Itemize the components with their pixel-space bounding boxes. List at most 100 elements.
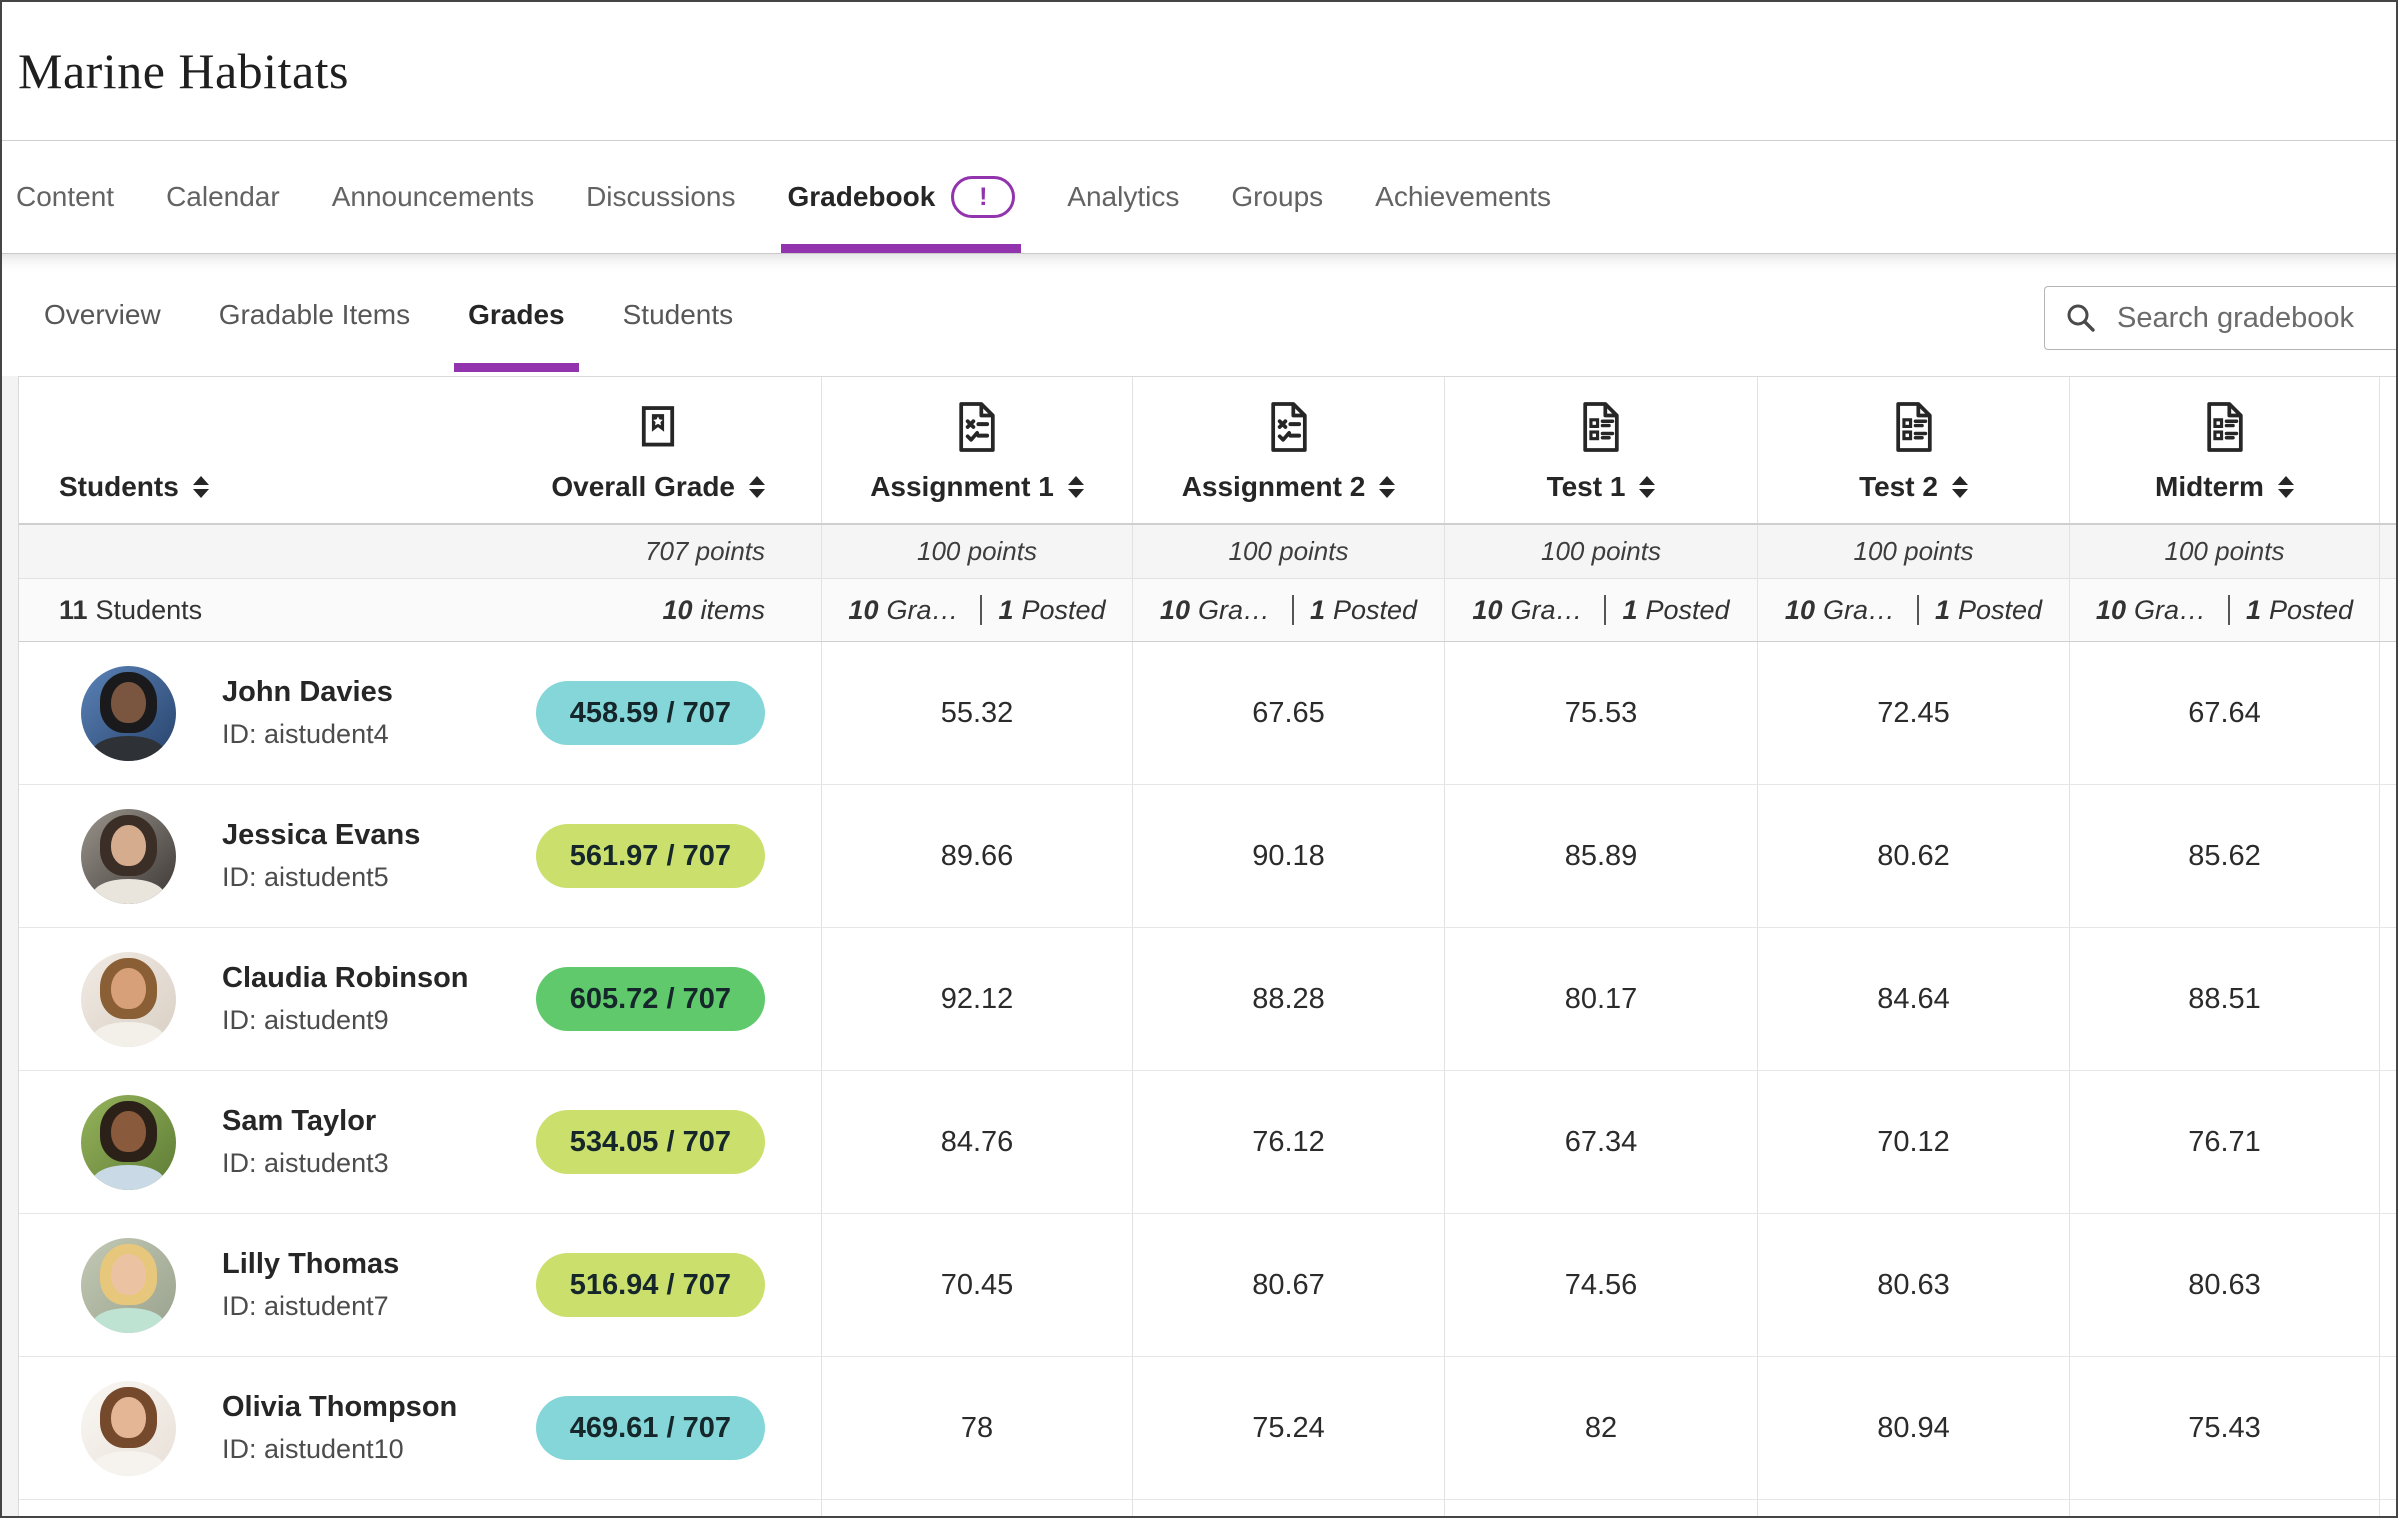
- course-nav: Content Calendar Announcements Discussio…: [2, 141, 2396, 254]
- nav-item-groups[interactable]: Groups: [1231, 181, 1324, 212]
- course-header: Marine Habitats: [2, 2, 2396, 141]
- assignment-icon: [1266, 401, 1312, 453]
- overall-grade-pill[interactable]: 561.97 / 707: [535, 824, 765, 888]
- column-points: 100 points: [821, 525, 1132, 578]
- grade-cell[interactable]: 70.12: [1757, 1071, 2069, 1213]
- page-title: Marine Habitats: [18, 43, 350, 99]
- column-points: 100 points: [2069, 525, 2379, 578]
- sort-icon: [1951, 476, 1968, 498]
- sort-icon: [749, 476, 765, 498]
- grade-cell[interactable]: 75.24: [1132, 1357, 1444, 1499]
- student-name-cell[interactable]: Olivia Thompson ID: aistudent10: [222, 1391, 458, 1464]
- overall-grade-pill[interactable]: 534.05 / 707: [535, 1110, 765, 1174]
- grade-cell[interactable]: 55.32: [821, 642, 1132, 784]
- avatar: [81, 1094, 176, 1190]
- overall-grade-pill[interactable]: 458.59 / 707: [535, 681, 765, 745]
- student-name-cell[interactable]: Sam Taylor ID: aistudent3: [222, 1105, 389, 1178]
- grade-cell[interactable]: 85.62: [2069, 785, 2379, 927]
- grade-cell[interactable]: 80.63: [1757, 1214, 2069, 1356]
- student-row: Jessica Evans ID: aistudent5 561.97 / 707…: [19, 785, 2396, 928]
- overall-grade-icon: [642, 406, 675, 447]
- tab-overview[interactable]: Overview: [44, 299, 161, 330]
- avatar: [81, 1380, 176, 1476]
- column-header-assignment-1[interactable]: Assignment 1: [821, 377, 1132, 523]
- search-icon: [2067, 304, 2095, 332]
- grade-cell[interactable]: 78: [821, 1357, 1132, 1499]
- column-points: 100 points: [1132, 525, 1444, 578]
- sort-icon: [192, 476, 209, 498]
- overall-grade-column-header[interactable]: Overall Grade: [551, 401, 765, 503]
- avatar: [81, 665, 176, 761]
- avatar: [81, 1237, 176, 1333]
- grade-cell[interactable]: 70.45: [821, 1214, 1132, 1356]
- grade-cell[interactable]: 67.65: [1132, 642, 1444, 784]
- sort-icon: [1379, 476, 1396, 498]
- grade-cell[interactable]: 80.63: [2069, 1214, 2379, 1356]
- student-name-cell[interactable]: Jessica Evans ID: aistudent5: [222, 819, 421, 892]
- tab-gradable-items[interactable]: Gradable Items: [218, 299, 411, 330]
- search-gradebook-box: [2044, 286, 2396, 350]
- nav-item-calendar[interactable]: Calendar: [166, 181, 280, 212]
- grade-cell[interactable]: 92.12: [821, 928, 1132, 1070]
- student-row: Sam Taylor ID: aistudent3 534.05 / 707 84…: [19, 1071, 2396, 1214]
- column-points: 100 points: [1444, 525, 1757, 578]
- grade-cell[interactable]: 67.34: [1444, 1071, 1757, 1213]
- sort-icon: [1639, 476, 1656, 498]
- gradebook-subnav: Overview Gradable Items Grades Students: [2, 254, 2396, 376]
- column-header-midterm[interactable]: Midterm: [2069, 377, 2379, 523]
- test-icon: [1578, 401, 1624, 453]
- grade-cell[interactable]: 80.62: [1757, 785, 2069, 927]
- grade-cell[interactable]: 89.66: [821, 785, 1132, 927]
- overall-grade-pill[interactable]: 605.72 / 707: [535, 967, 765, 1031]
- nav-item-announcements[interactable]: Announcements: [331, 181, 535, 212]
- grade-cell[interactable]: 88.28: [1132, 928, 1444, 1070]
- grade-cell[interactable]: 84.64: [1757, 928, 2069, 1070]
- grade-cell[interactable]: 75.53: [1444, 642, 1757, 784]
- grade-cell[interactable]: 74.56: [1444, 1214, 1757, 1356]
- assignment-icon: [954, 401, 1000, 453]
- grade-cell[interactable]: 80.67: [1132, 1214, 1444, 1356]
- grade-cell[interactable]: 80.94: [1757, 1357, 2069, 1499]
- student-row: Lilly Thomas ID: aistudent7 516.94 / 707 …: [19, 1214, 2396, 1357]
- student-name-cell[interactable]: Claudia Robinson ID: aistudent9: [222, 962, 469, 1035]
- graded-posted-stats: 10 Gra… 1 Posted: [2069, 579, 2379, 641]
- nav-item-discussions[interactable]: Discussions: [586, 181, 736, 212]
- grade-cell[interactable]: 84.76: [821, 1071, 1132, 1213]
- grade-cell[interactable]: 82: [1444, 1357, 1757, 1499]
- column-points: 100 points: [1757, 525, 2069, 578]
- students-count: 11 Students: [59, 594, 203, 625]
- summary-row: 11 Students 10 items 10 Gra… 1 Posted 10 Gra… 1…: [19, 579, 2396, 642]
- nav-item-gradebook[interactable]: Gradebook !: [781, 141, 1022, 253]
- student-name-cell[interactable]: John Davies ID: aistudent4: [222, 676, 393, 749]
- overall-grade-pill[interactable]: 469.61 / 707: [535, 1396, 765, 1460]
- grade-cell[interactable]: 76.12: [1132, 1071, 1444, 1213]
- grade-cell[interactable]: 72.45: [1757, 642, 2069, 784]
- table-header-row: Students Overall Grade Assignment 1 Assi…: [19, 377, 2396, 525]
- nav-item-achievements[interactable]: Achievements: [1375, 181, 1552, 212]
- points-row: 707 points 100 points 100 points 100 poi…: [19, 525, 2396, 579]
- graded-posted-stats: 10 Gra… 1 Posted: [821, 579, 1132, 641]
- tab-grades[interactable]: Grades: [454, 254, 579, 376]
- overall-grade-pill[interactable]: 516.94 / 707: [535, 1253, 765, 1317]
- students-column-header[interactable]: Students: [59, 471, 209, 503]
- nav-item-analytics[interactable]: Analytics: [1067, 181, 1180, 212]
- grade-cell[interactable]: 85.89: [1444, 785, 1757, 927]
- nav-item-content[interactable]: Content: [16, 181, 115, 212]
- student-name-cell[interactable]: Lilly Thomas ID: aistudent7: [222, 1248, 400, 1321]
- grade-cell[interactable]: 75.43: [2069, 1357, 2379, 1499]
- grade-cell[interactable]: 80.17: [1444, 928, 1757, 1070]
- column-header-assignment-2[interactable]: Assignment 2: [1132, 377, 1444, 523]
- grade-cell[interactable]: 88.51: [2069, 928, 2379, 1070]
- column-header-test-1[interactable]: Test 1: [1444, 377, 1757, 523]
- column-header-test-2[interactable]: Test 2: [1757, 377, 2069, 523]
- tab-students[interactable]: Students: [622, 299, 734, 330]
- grade-cell[interactable]: 76.71: [2069, 1071, 2379, 1213]
- search-input[interactable]: [2115, 300, 2359, 336]
- grade-cell[interactable]: 67.64: [2069, 642, 2379, 784]
- attention-badge: !: [951, 176, 1016, 218]
- test-icon: [2202, 401, 2248, 453]
- graded-posted-stats: 10 Gra… 1 Posted: [1757, 579, 2069, 641]
- student-row: Olivia Thompson ID: aistudent10 469.61 / …: [19, 1357, 2396, 1500]
- grade-cell[interactable]: 90.18: [1132, 785, 1444, 927]
